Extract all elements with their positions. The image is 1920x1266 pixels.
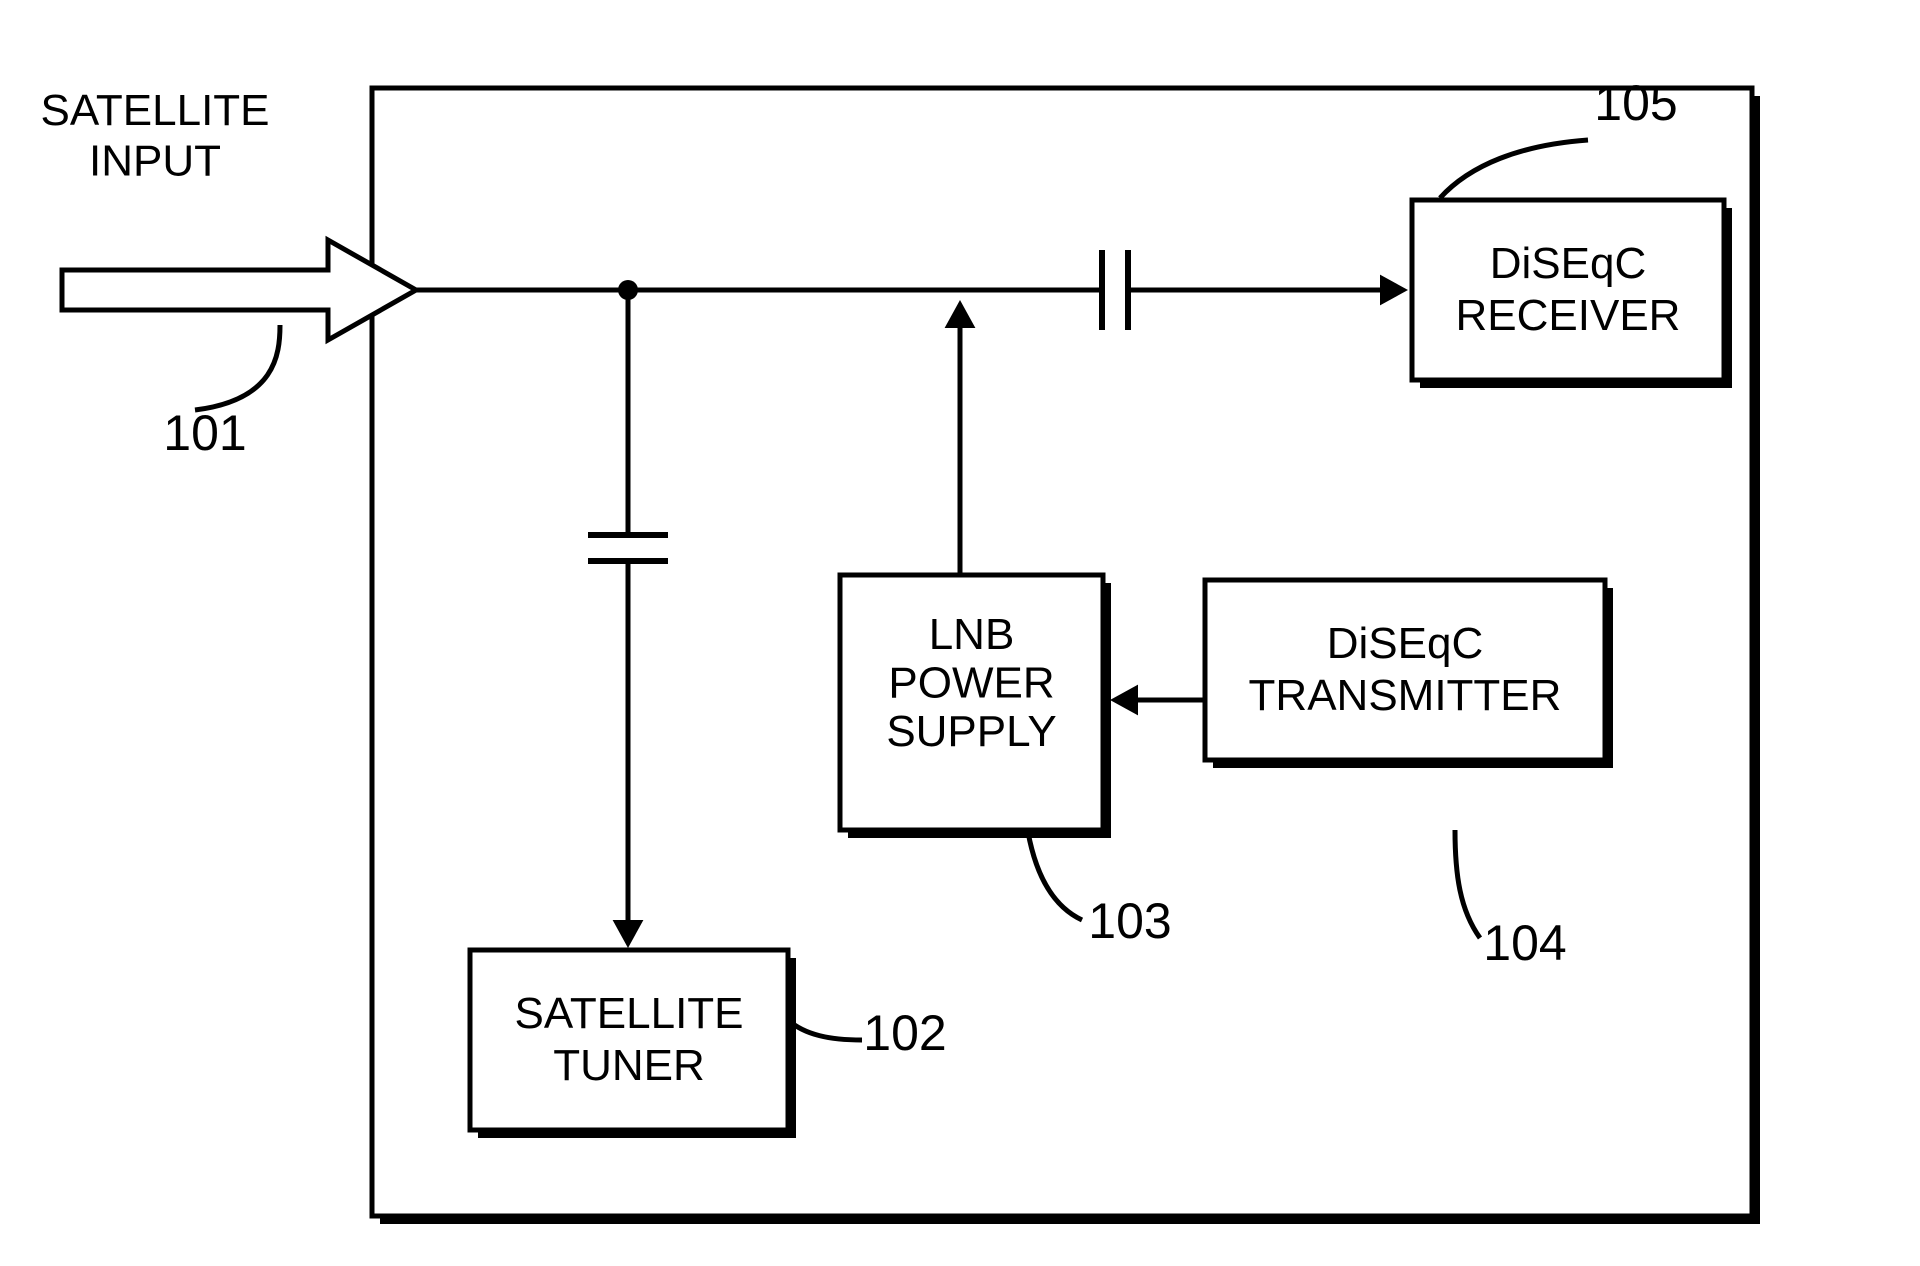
svg-text:POWER: POWER — [888, 658, 1054, 707]
svg-text:101: 101 — [163, 405, 246, 461]
svg-text:105: 105 — [1594, 75, 1677, 131]
svg-text:LNB: LNB — [929, 610, 1015, 659]
svg-text:DiSEqC: DiSEqC — [1490, 239, 1647, 288]
svg-text:INPUT: INPUT — [89, 137, 221, 186]
svg-text:103: 103 — [1088, 893, 1171, 949]
svg-text:SUPPLY: SUPPLY — [886, 707, 1056, 756]
svg-text:TRANSMITTER: TRANSMITTER — [1249, 671, 1562, 720]
svg-text:RECEIVER: RECEIVER — [1456, 291, 1681, 340]
svg-text:SATELLITE: SATELLITE — [514, 989, 743, 1038]
svg-text:TUNER: TUNER — [553, 1041, 705, 1090]
svg-text:104: 104 — [1483, 915, 1566, 971]
svg-text:102: 102 — [863, 1005, 946, 1061]
svg-text:SATELLITE: SATELLITE — [40, 86, 269, 135]
svg-text:DiSEqC: DiSEqC — [1327, 619, 1484, 668]
